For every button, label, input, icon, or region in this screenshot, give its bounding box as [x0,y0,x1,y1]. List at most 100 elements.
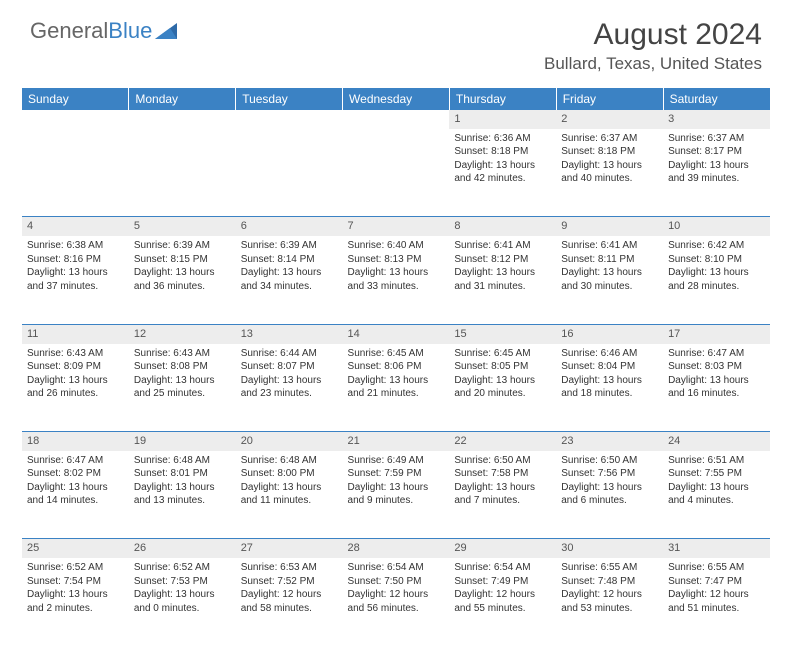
day-cell: Sunrise: 6:39 AMSunset: 8:15 PMDaylight:… [129,236,236,324]
daylight-line-1: Daylight: 13 hours [134,588,231,602]
sunset-line: Sunset: 7:50 PM [348,575,445,589]
location: Bullard, Texas, United States [544,54,762,74]
sunrise-line: Sunrise: 6:41 AM [454,239,551,253]
daylight-line-2: and 25 minutes. [134,387,231,401]
sunrise-line: Sunrise: 6:38 AM [27,239,124,253]
daylight-line-2: and 40 minutes. [561,172,658,186]
daylight-line-1: Daylight: 12 hours [561,588,658,602]
daylight-line-2: and 53 minutes. [561,602,658,616]
daylight-line-2: and 13 minutes. [134,494,231,508]
daylight-line-2: and 56 minutes. [348,602,445,616]
weekday-header: Thursday [449,88,556,110]
sunset-line: Sunset: 7:59 PM [348,467,445,481]
sunrise-line: Sunrise: 6:45 AM [348,347,445,361]
day-cell: Sunrise: 6:37 AMSunset: 8:17 PMDaylight:… [663,129,770,217]
logo-triangle-icon [155,23,177,39]
daylight-line-1: Daylight: 12 hours [454,588,551,602]
day-number-cell: 17 [663,324,770,343]
daylight-line-2: and 9 minutes. [348,494,445,508]
day-cell [236,129,343,217]
daylight-line-2: and 42 minutes. [454,172,551,186]
logo: GeneralBlue [30,18,177,44]
day-cell: Sunrise: 6:54 AMSunset: 7:50 PMDaylight:… [343,558,450,646]
sunset-line: Sunset: 8:05 PM [454,360,551,374]
sunset-line: Sunset: 8:18 PM [561,145,658,159]
day-number-cell [236,110,343,129]
day-number-cell: 6 [236,217,343,236]
day-cell [22,129,129,217]
daylight-line-1: Daylight: 13 hours [454,481,551,495]
daylight-line-1: Daylight: 13 hours [561,481,658,495]
day-number-cell: 25 [22,539,129,558]
sunset-line: Sunset: 8:03 PM [668,360,765,374]
daylight-line-1: Daylight: 13 hours [134,374,231,388]
daylight-line-2: and 18 minutes. [561,387,658,401]
day-cell: Sunrise: 6:49 AMSunset: 7:59 PMDaylight:… [343,451,450,539]
sunrise-line: Sunrise: 6:40 AM [348,239,445,253]
sunrise-line: Sunrise: 6:55 AM [561,561,658,575]
day-cell: Sunrise: 6:41 AMSunset: 8:11 PMDaylight:… [556,236,663,324]
sunset-line: Sunset: 8:01 PM [134,467,231,481]
daylight-line-2: and 39 minutes. [668,172,765,186]
daylight-line-1: Daylight: 13 hours [561,374,658,388]
day-cell: Sunrise: 6:43 AMSunset: 8:09 PMDaylight:… [22,344,129,432]
daylight-line-1: Daylight: 13 hours [241,481,338,495]
sunset-line: Sunset: 7:52 PM [241,575,338,589]
sunset-line: Sunset: 8:04 PM [561,360,658,374]
day-number-cell: 13 [236,324,343,343]
day-cell [129,129,236,217]
daylight-line-2: and 31 minutes. [454,280,551,294]
day-number-cell: 8 [449,217,556,236]
sunrise-line: Sunrise: 6:45 AM [454,347,551,361]
day-cell: Sunrise: 6:47 AMSunset: 8:03 PMDaylight:… [663,344,770,432]
daylight-line-1: Daylight: 13 hours [668,481,765,495]
day-number-cell: 18 [22,432,129,451]
day-content-row: Sunrise: 6:47 AMSunset: 8:02 PMDaylight:… [22,451,770,539]
daylight-line-2: and 0 minutes. [134,602,231,616]
weekday-header: Wednesday [343,88,450,110]
daylight-line-2: and 14 minutes. [27,494,124,508]
day-cell: Sunrise: 6:41 AMSunset: 8:12 PMDaylight:… [449,236,556,324]
day-cell: Sunrise: 6:54 AMSunset: 7:49 PMDaylight:… [449,558,556,646]
daylight-line-2: and 6 minutes. [561,494,658,508]
daylight-line-1: Daylight: 13 hours [561,266,658,280]
daylight-line-1: Daylight: 13 hours [348,266,445,280]
daylight-line-2: and 36 minutes. [134,280,231,294]
daylight-line-1: Daylight: 13 hours [241,374,338,388]
daylight-line-1: Daylight: 13 hours [241,266,338,280]
day-cell: Sunrise: 6:55 AMSunset: 7:47 PMDaylight:… [663,558,770,646]
daylight-line-2: and 33 minutes. [348,280,445,294]
daylight-line-2: and 58 minutes. [241,602,338,616]
title-block: August 2024 Bullard, Texas, United State… [544,18,762,74]
weekday-header: Tuesday [236,88,343,110]
sunset-line: Sunset: 8:06 PM [348,360,445,374]
sunrise-line: Sunrise: 6:41 AM [561,239,658,253]
daylight-line-2: and 16 minutes. [668,387,765,401]
day-cell [343,129,450,217]
day-cell: Sunrise: 6:40 AMSunset: 8:13 PMDaylight:… [343,236,450,324]
sunset-line: Sunset: 7:53 PM [134,575,231,589]
day-cell: Sunrise: 6:42 AMSunset: 8:10 PMDaylight:… [663,236,770,324]
sunrise-line: Sunrise: 6:43 AM [27,347,124,361]
day-cell: Sunrise: 6:37 AMSunset: 8:18 PMDaylight:… [556,129,663,217]
daylight-line-2: and 11 minutes. [241,494,338,508]
sunset-line: Sunset: 8:10 PM [668,253,765,267]
sunset-line: Sunset: 8:14 PM [241,253,338,267]
day-cell: Sunrise: 6:48 AMSunset: 8:01 PMDaylight:… [129,451,236,539]
sunrise-line: Sunrise: 6:42 AM [668,239,765,253]
sunset-line: Sunset: 7:54 PM [27,575,124,589]
day-cell: Sunrise: 6:47 AMSunset: 8:02 PMDaylight:… [22,451,129,539]
day-number-cell: 21 [343,432,450,451]
daylight-line-2: and 37 minutes. [27,280,124,294]
day-content-row: Sunrise: 6:43 AMSunset: 8:09 PMDaylight:… [22,344,770,432]
daylight-line-1: Daylight: 13 hours [134,481,231,495]
daylight-line-2: and 20 minutes. [454,387,551,401]
sunset-line: Sunset: 8:15 PM [134,253,231,267]
day-cell: Sunrise: 6:52 AMSunset: 7:53 PMDaylight:… [129,558,236,646]
day-number-row: 25262728293031 [22,539,770,558]
sunset-line: Sunset: 7:56 PM [561,467,658,481]
day-number-cell: 19 [129,432,236,451]
daylight-line-2: and 28 minutes. [668,280,765,294]
day-number-cell: 9 [556,217,663,236]
daylight-line-1: Daylight: 13 hours [27,266,124,280]
